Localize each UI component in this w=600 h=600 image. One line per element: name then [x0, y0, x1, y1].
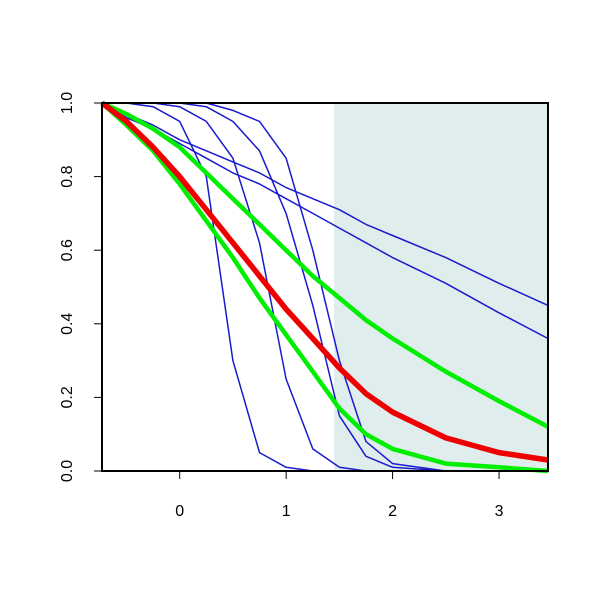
series-line: [101, 100, 550, 429]
series-line: [101, 102, 549, 307]
x-tick-label: 2: [388, 503, 397, 520]
y-tick-label: 0.2: [59, 386, 76, 408]
y-tick-label: 0.8: [59, 165, 76, 187]
series-line: [100, 101, 549, 474]
y-tick-label: 0.0: [59, 460, 76, 482]
y-tick-label: 0.6: [59, 239, 76, 261]
x-tick-label: 0: [175, 503, 184, 520]
shaded-region: [334, 103, 548, 471]
y-tick-label: 0.4: [59, 313, 76, 335]
x-tick-label: 1: [282, 503, 291, 520]
y-tick-label: 1.0: [59, 92, 76, 114]
series-line: [100, 100, 549, 463]
plot-frame: [101, 102, 549, 472]
x-tick-label: 3: [495, 503, 504, 520]
